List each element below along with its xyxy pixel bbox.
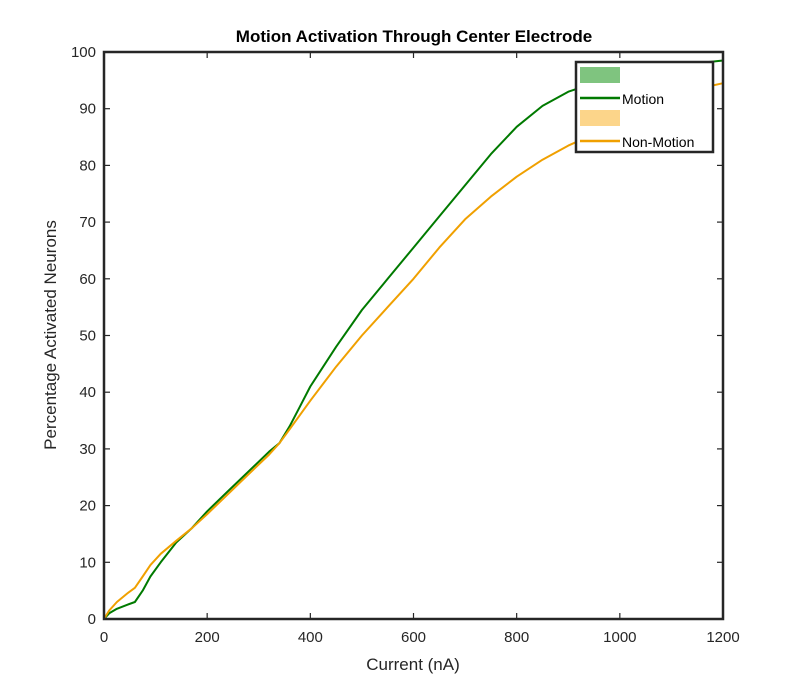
y-tick-label: 0 <box>88 611 96 628</box>
y-tick-label: 30 <box>79 441 96 458</box>
y-tick-label: 60 <box>79 271 96 288</box>
x-axis-label: Current (nA) <box>366 655 460 674</box>
x-tick-label: 400 <box>298 629 323 646</box>
y-tick-label: 40 <box>79 384 96 401</box>
y-tick-label: 90 <box>79 101 96 118</box>
y-tick-label: 10 <box>79 554 96 571</box>
y-tick-label: 100 <box>71 44 96 61</box>
x-tick-label: 600 <box>401 629 426 646</box>
chart-title: Motion Activation Through Center Electro… <box>236 27 592 46</box>
x-tick-label: 800 <box>504 629 529 646</box>
legend-band-non-motion <box>580 110 620 126</box>
x-tick-label: 1200 <box>706 629 739 646</box>
x-tick-label: 200 <box>195 629 220 646</box>
legend-label-non-motion: Non-Motion <box>622 134 694 150</box>
legend: Motion Non-Motion <box>574 60 715 154</box>
y-tick-label: 80 <box>79 157 96 174</box>
ticks-layer: 0 200 400 600 800 1000 1200 0 10 20 30 40 50 60 70 80 90… <box>71 44 740 646</box>
legend-band-motion <box>580 67 620 83</box>
y-axis-label: Percentage Activated Neurons <box>41 220 60 450</box>
x-tick-label: 1000 <box>603 629 636 646</box>
y-tick-label: 50 <box>79 328 96 345</box>
y-tick-label: 70 <box>79 214 96 231</box>
y-tick-label: 20 <box>79 498 96 515</box>
x-tick-label: 0 <box>100 629 108 646</box>
legend-label-motion: Motion <box>622 91 664 107</box>
